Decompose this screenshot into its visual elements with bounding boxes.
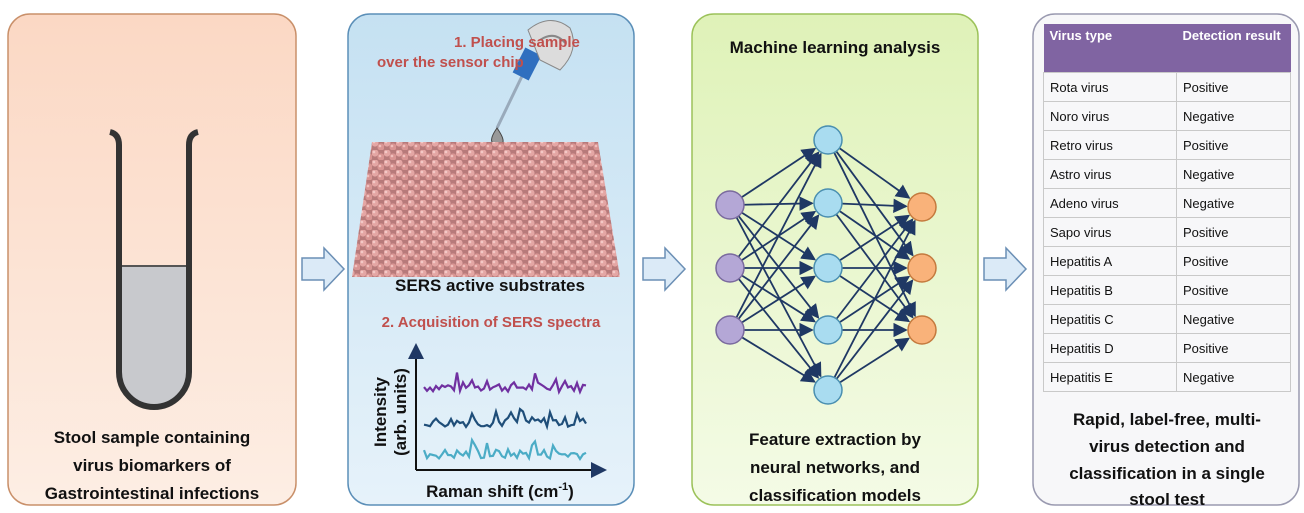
table-row: Astro virus Negative bbox=[1043, 159, 1291, 189]
table-cell: Sapo virus bbox=[1043, 217, 1177, 247]
table-cell: Hepatitis E bbox=[1043, 362, 1177, 392]
node bbox=[813, 375, 843, 405]
table-cell: Positive bbox=[1176, 217, 1291, 247]
table-cell: Hepatitis C bbox=[1043, 304, 1177, 334]
caption-line: Stool sample containing bbox=[54, 428, 250, 447]
caption-line: stool test bbox=[1129, 490, 1205, 509]
x-axis-suffix: ) bbox=[568, 482, 574, 501]
edge bbox=[838, 147, 911, 199]
caption-line: Rapid, label-free, multi- bbox=[1073, 410, 1261, 429]
table-cell: Negative bbox=[1176, 304, 1291, 334]
caption-line: Gastrointestinal infections bbox=[45, 484, 259, 503]
x-axis-text: Raman shift (cm bbox=[426, 482, 558, 501]
pipette bbox=[495, 20, 574, 129]
table-row: Rota virus Positive bbox=[1043, 72, 1291, 102]
header-cell: Detection result bbox=[1176, 24, 1291, 73]
sers-substrate bbox=[352, 142, 620, 277]
step2-text: 2. Acquisition of SERS spectra bbox=[382, 314, 601, 331]
table-cell: Astro virus bbox=[1043, 159, 1177, 189]
edge bbox=[737, 151, 820, 258]
table-cell: Positive bbox=[1176, 333, 1291, 363]
table-row: Hepatitis D Positive bbox=[1043, 333, 1291, 363]
node bbox=[907, 192, 937, 222]
table-row: Adeno virus Negative bbox=[1043, 188, 1291, 218]
table-row: Hepatitis B Positive bbox=[1043, 275, 1291, 305]
node bbox=[813, 125, 843, 155]
arrow bbox=[301, 246, 346, 292]
node bbox=[907, 253, 937, 283]
edge bbox=[738, 278, 820, 379]
spectrum bbox=[422, 436, 587, 462]
y-axis-label: (arb. units) bbox=[391, 368, 410, 456]
edge bbox=[841, 198, 908, 213]
step1-text: over the sensor chip bbox=[377, 54, 524, 71]
edge bbox=[839, 337, 911, 384]
table-row: Noro virus Negative bbox=[1043, 101, 1291, 131]
edge bbox=[833, 219, 916, 378]
table-cell: Adeno virus bbox=[1043, 188, 1177, 218]
edge bbox=[741, 336, 816, 383]
node bbox=[813, 315, 843, 345]
table-cell: Rota virus bbox=[1043, 72, 1177, 102]
caption-line: neural networks, and bbox=[750, 458, 920, 477]
table-row: Hepatitis C Negative bbox=[1043, 304, 1291, 334]
caption-line: virus biomarkers of bbox=[73, 456, 231, 475]
caption-line: Feature extraction by bbox=[749, 430, 921, 449]
x-axis-sup: -1 bbox=[558, 481, 568, 493]
result-table: Virus type Detection result Rota virus Posi… bbox=[1043, 24, 1291, 392]
node bbox=[715, 315, 745, 345]
table-cell: Positive bbox=[1176, 72, 1291, 102]
ml-title: Machine learning analysis bbox=[730, 38, 941, 57]
table-cell: Hepatitis A bbox=[1043, 246, 1177, 276]
edge bbox=[835, 213, 914, 319]
x-axis-label: Raman shift (cm-1) bbox=[426, 481, 574, 501]
y-axis-label: Intensity bbox=[371, 377, 390, 447]
arrows bbox=[301, 246, 1028, 292]
node bbox=[813, 253, 843, 283]
edge bbox=[735, 216, 822, 378]
caption-line: virus detection and bbox=[1089, 437, 1245, 456]
node bbox=[715, 253, 745, 283]
table-cell: Positive bbox=[1176, 246, 1291, 276]
substrate-label: SERS active substrates bbox=[395, 276, 585, 295]
table-cell: Retro virus bbox=[1043, 130, 1177, 160]
edge bbox=[835, 150, 914, 257]
panel-sample bbox=[7, 13, 297, 506]
edge bbox=[839, 210, 911, 260]
table-row: Sapo virus Positive bbox=[1043, 217, 1291, 247]
liquid bbox=[119, 266, 189, 407]
caption-line: classification models bbox=[749, 486, 921, 505]
caption-line: classification in a single bbox=[1069, 464, 1265, 483]
table-row: Retro virus Positive bbox=[1043, 130, 1291, 160]
table-cell: Hepatitis B bbox=[1043, 275, 1177, 305]
table-row: Hepatitis A Positive bbox=[1043, 246, 1291, 276]
step1-text: 1. Placing sample bbox=[454, 34, 580, 51]
spectrum bbox=[423, 407, 587, 431]
node bbox=[715, 190, 745, 220]
header-cell: Virus type bbox=[1043, 24, 1177, 73]
edge bbox=[839, 214, 911, 262]
edge bbox=[741, 147, 817, 199]
table-cell: Negative bbox=[1176, 101, 1291, 131]
table-cell: Negative bbox=[1176, 188, 1291, 218]
table-cell: Hepatitis D bbox=[1043, 333, 1177, 363]
test-tube bbox=[109, 129, 199, 410]
node bbox=[907, 315, 937, 345]
table-cell: Positive bbox=[1176, 275, 1291, 305]
arrow bbox=[983, 246, 1028, 292]
edge bbox=[741, 275, 816, 324]
edge bbox=[735, 152, 822, 318]
table-row: Hepatitis E Negative bbox=[1043, 362, 1291, 392]
edge bbox=[835, 279, 914, 380]
table-cell: Negative bbox=[1176, 362, 1291, 392]
table-cell: Positive bbox=[1176, 130, 1291, 160]
edge bbox=[835, 218, 914, 320]
table-cell: Noro virus bbox=[1043, 101, 1177, 131]
table-cell: Negative bbox=[1176, 159, 1291, 189]
arrow bbox=[642, 246, 687, 292]
spectrum bbox=[423, 372, 587, 396]
node bbox=[813, 188, 843, 218]
edge bbox=[737, 214, 820, 320]
